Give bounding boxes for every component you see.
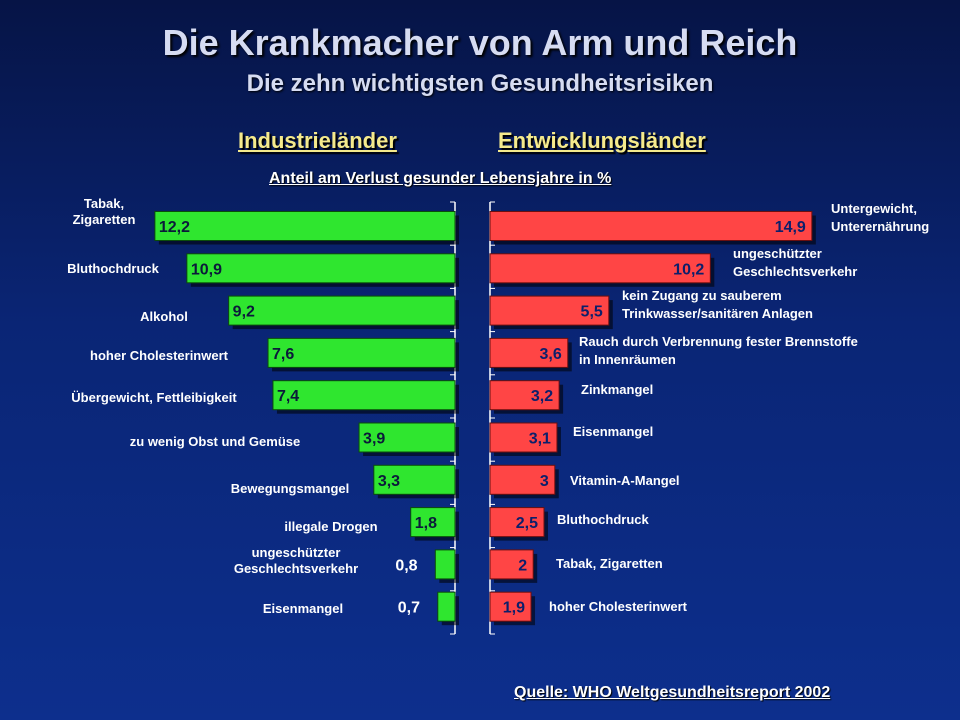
bar-developing [489,507,545,538]
category-label-developing: kein Zugang zu sauberem Trinkwasser/sanit… [622,288,813,321]
bar-value-industrial: 7,6 [272,346,294,363]
bar-industrial [410,507,456,538]
bar-industrial [434,549,456,580]
category-label-industrial: Tabak, Zigaretten [73,196,136,227]
bar-industrial [186,253,456,284]
bar-value-developing: 3 [540,473,549,490]
bar-industrial [358,422,456,453]
bar-value-industrial: 3,9 [363,431,385,448]
category-label-developing: Rauch durch Verbrennung fester Brennstof… [579,334,858,367]
bar-value-industrial: 3,3 [378,473,400,490]
bar-value-industrial: 0,7 [398,600,420,617]
category-label-industrial: Eisenmangel [263,601,343,616]
category-label-industrial: Bewegungsmangel [231,481,349,496]
bar-value-developing: 5,5 [581,304,603,321]
bar-developing [489,464,556,495]
bar-value-industrial: 1,8 [415,515,437,532]
bar-value-developing: 3,6 [540,346,562,363]
bar-value-developing: 3,1 [529,431,551,448]
chart-title: Die Krankmacher von Arm und Reich [162,22,798,63]
category-label-developing: Untergewicht, Unterernährung [831,201,929,234]
source-note: Quelle: WHO Weltgesundheitsreport 2002 [514,684,831,701]
bar-developing [489,422,558,453]
category-label-developing: Zinkmangel [581,382,653,397]
category-label-industrial: hoher Cholesterinwert [90,348,229,363]
bar-developing [489,380,560,411]
category-label-developing: Bluthochdruck [557,512,649,527]
category-label-industrial: illegale Drogen [284,519,377,534]
bar-value-industrial: 10,9 [191,261,222,278]
bar-value-developing: 2 [518,557,527,574]
bar-industrial [272,380,456,411]
bar-industrial [154,211,456,241]
category-label-developing: ungeschützter Geschlechtsverkehr [733,246,857,279]
category-label-industrial: Alkohol [140,309,188,324]
bar-value-industrial: 0,8 [395,557,417,574]
bar-developing [489,591,532,622]
bar-value-developing: 10,2 [673,261,704,278]
category-label-industrial: zu wenig Obst und Gemüse [130,434,300,449]
bar-developing [489,337,569,368]
category-label-developing: Eisenmangel [573,424,653,439]
group-heading-developing: Entwicklungsländer [498,128,706,153]
bar-developing [489,295,610,326]
bar-value-industrial: 12,2 [159,219,190,236]
bar-value-industrial: 7,4 [277,388,299,405]
bar-value-developing: 2,5 [516,515,538,532]
bar-value-developing: 3,2 [531,388,553,405]
bar-value-developing: 1,9 [503,600,525,617]
category-label-developing: Vitamin-A-Mangel [570,473,680,488]
bar-developing [489,549,534,580]
bar-developing [489,253,711,284]
bar-industrial [228,295,456,326]
value-axis-label: Anteil am Verlust gesunder Lebensjahre i… [269,170,612,187]
category-label-industrial: Übergewicht, Fettleibigkeit [71,390,237,405]
group-heading-industrial: Industrieländer [238,128,397,153]
category-label-developing: hoher Cholesterinwert [549,599,688,614]
category-label-industrial: ungeschützter Geschlechtsverkehr [234,545,358,576]
chart-subtitle: Die zehn wichtigsten Gesundheitsrisiken [246,70,714,97]
category-label-industrial: Bluthochdruck [67,261,159,276]
bar-value-developing: 14,9 [775,219,806,236]
bar-developing [489,211,813,241]
category-label-developing: Tabak, Zigaretten [556,556,663,571]
bar-industrial [267,337,456,368]
bar-industrial [437,591,456,622]
bar-value-industrial: 9,2 [233,304,255,321]
bar-industrial [373,464,456,495]
